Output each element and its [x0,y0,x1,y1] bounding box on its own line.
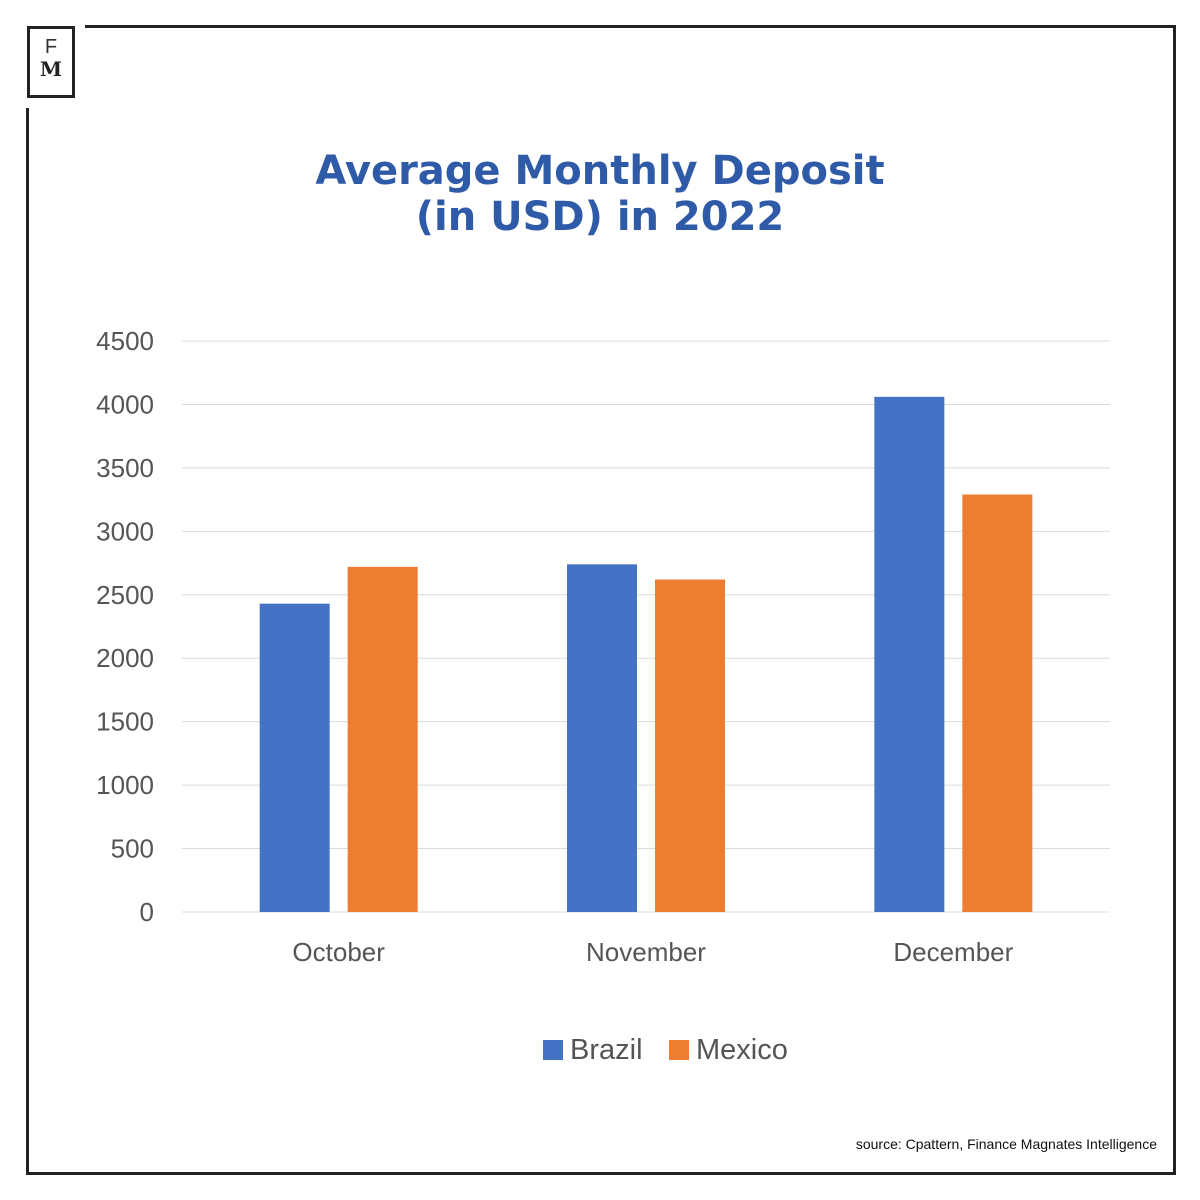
fm-logo: F M [27,26,75,98]
y-tick-label: 0 [140,897,154,927]
legend-label-brazil: Brazil [570,1034,643,1066]
title-line-1: Average Monthly Deposit [315,148,885,194]
y-tick-label: 4000 [96,389,154,419]
bar-mexico-december [962,494,1033,912]
y-tick-label: 3000 [96,516,154,546]
y-tick-label: 2500 [96,580,154,610]
bar-mexico-october [347,566,418,912]
source-note: source: Cpattern, Finance Magnates Intel… [855,1136,1157,1152]
y-tick-label: 4500 [96,326,154,356]
frame-top [85,25,1176,28]
x-tick-label: November [586,937,706,967]
frame-bottom [26,1172,1176,1175]
y-tick-label: 3500 [96,453,154,483]
y-tick-label: 1000 [96,770,154,800]
bar-mexico-november [655,579,725,912]
bar-brazil-october [259,603,330,912]
logo-m: M [39,57,63,81]
title-line-2: (in USD) in 2022 [415,194,785,240]
bar-brazil-december [874,396,945,912]
legend-label-mexico: Mexico [696,1034,788,1066]
x-tick-label: October [292,937,385,967]
legend-swatch-mexico [669,1040,689,1060]
bar-brazil-november [567,564,637,912]
x-tick-label: December [893,937,1013,967]
y-tick-label: 1500 [96,707,154,737]
y-tick-label: 500 [111,834,154,864]
frame-right [1173,25,1176,1175]
chart-title: Average Monthly Deposit (in USD) in 2022 [0,148,1200,240]
legend-swatch-brazil [543,1040,563,1060]
y-tick-label: 2000 [96,643,154,673]
logo-f: F [44,36,58,58]
frame-left [26,108,29,1175]
